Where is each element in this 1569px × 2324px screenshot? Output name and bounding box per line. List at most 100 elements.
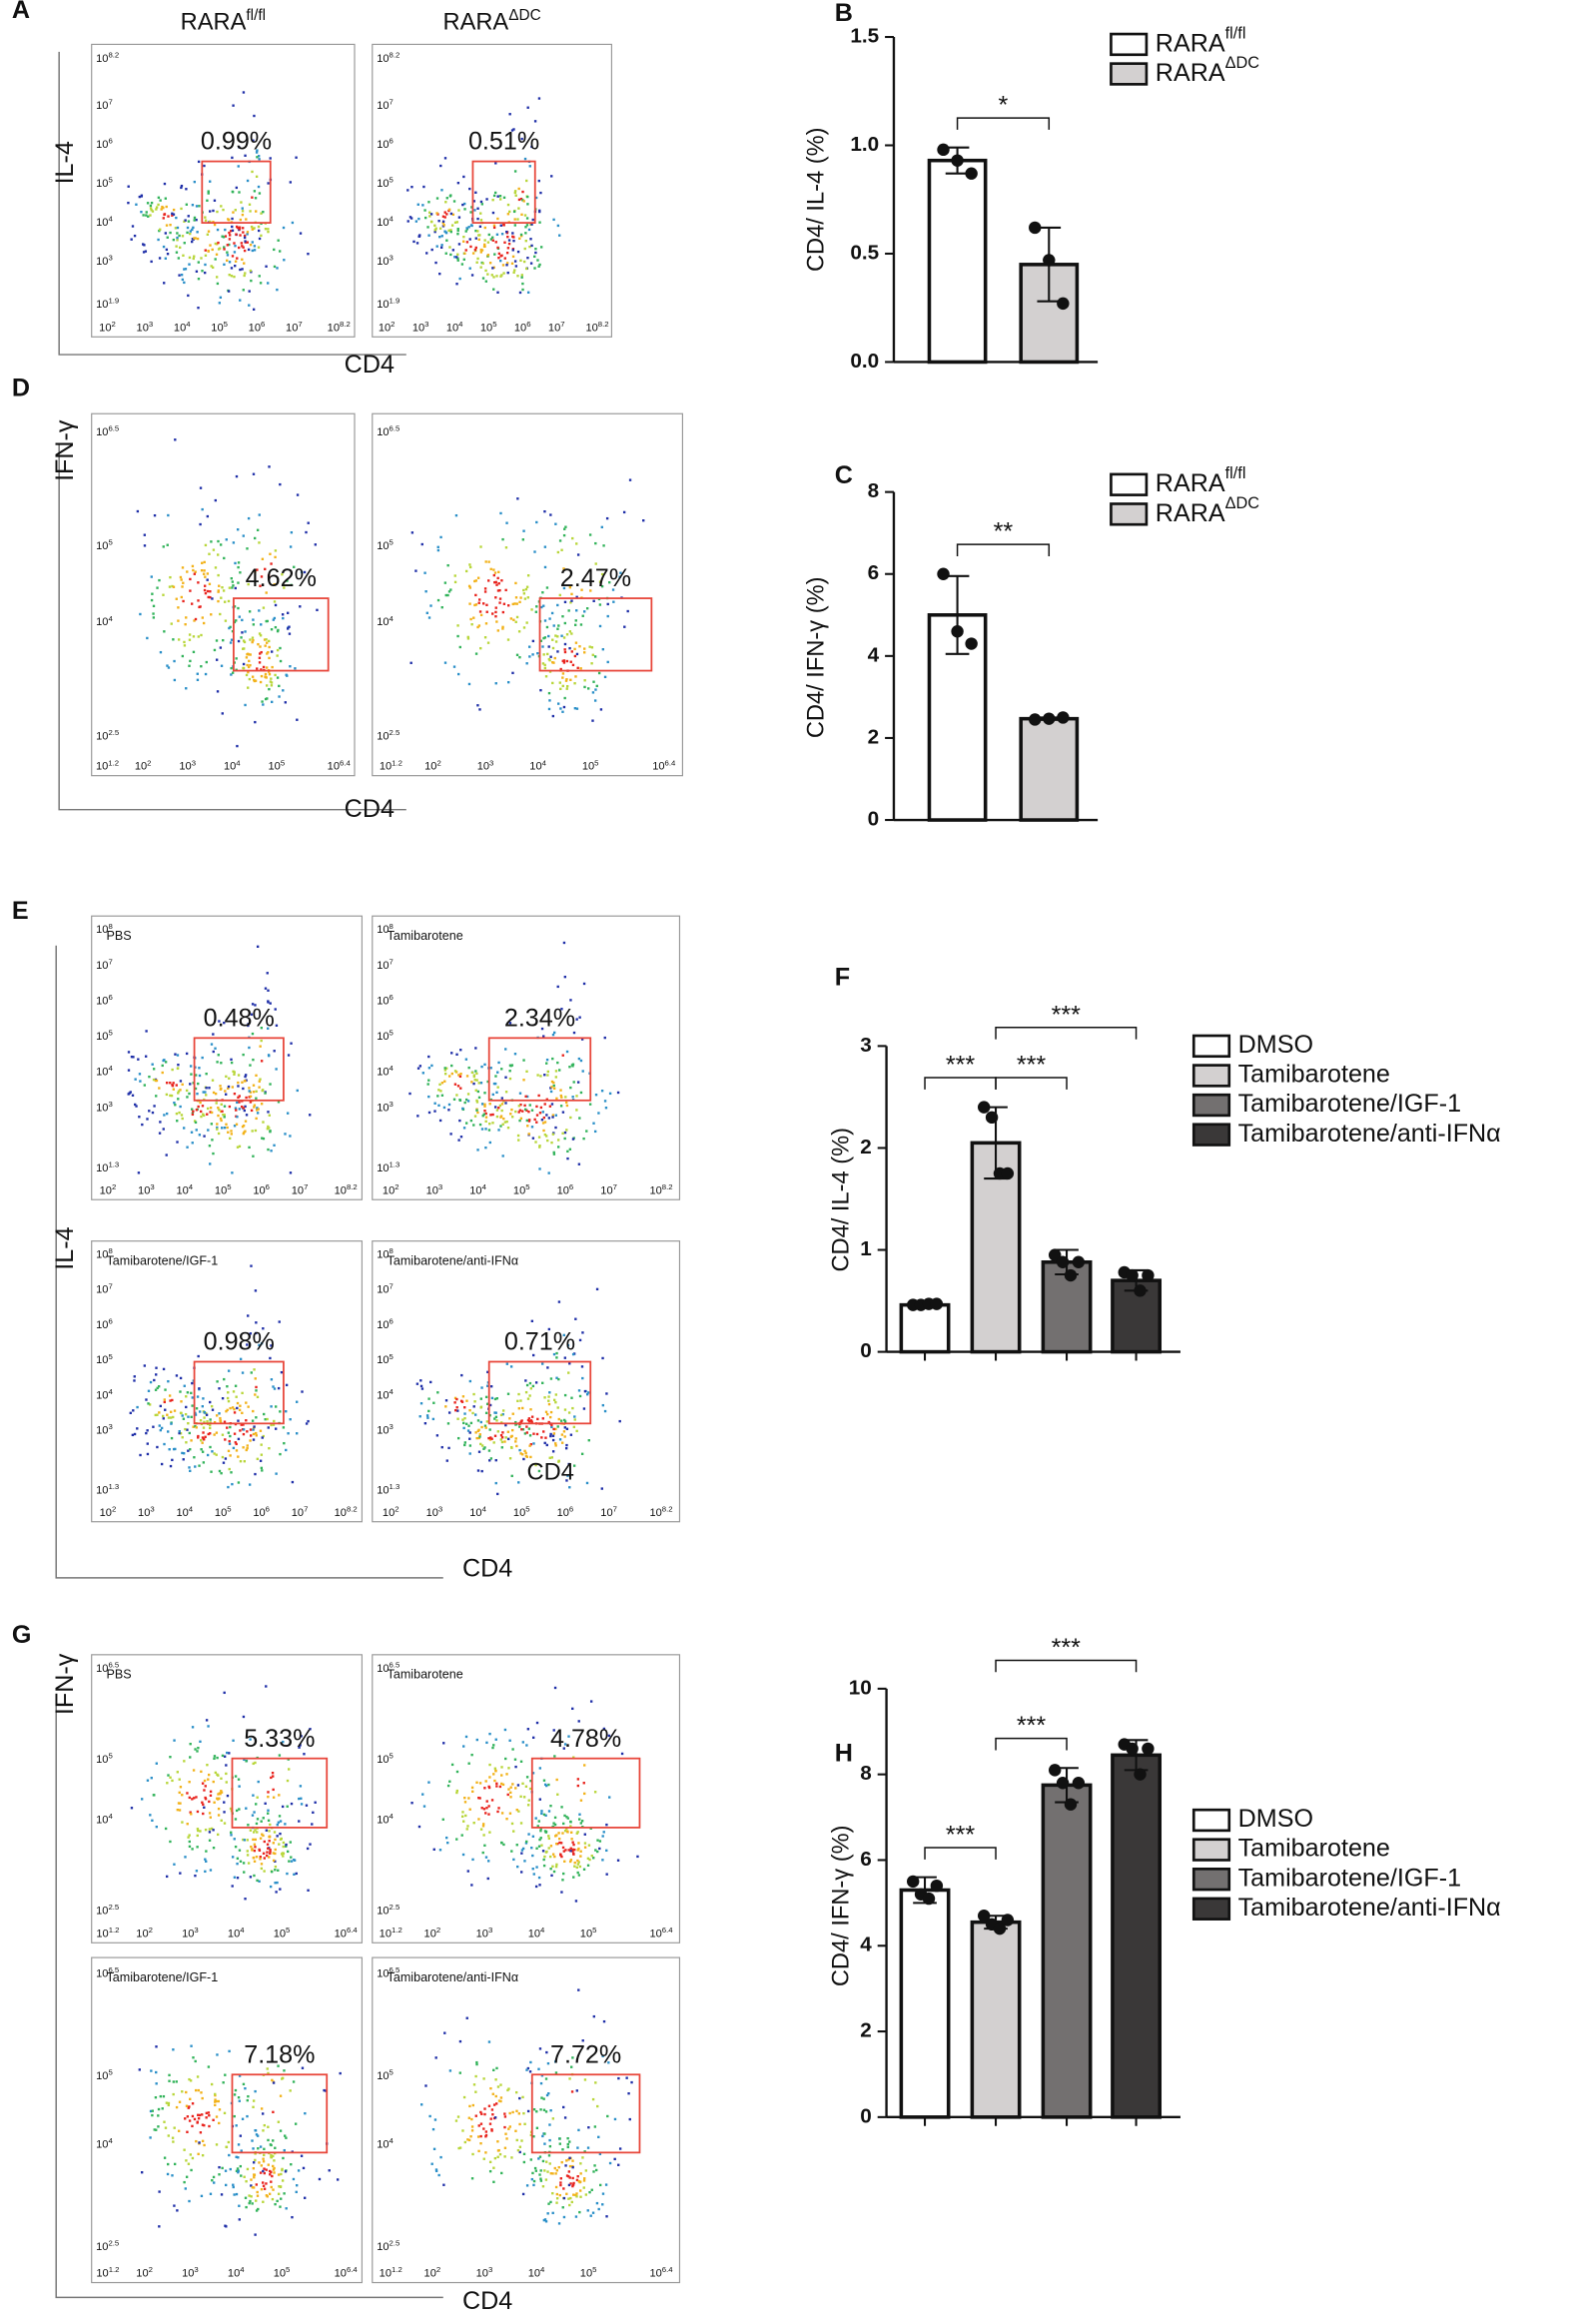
event-dot [277, 2064, 280, 2067]
event-dot [169, 1464, 173, 1468]
event-dot [522, 260, 526, 264]
event-dot [230, 1834, 233, 1837]
gate [471, 160, 536, 224]
tick-exponent: 5 [390, 1352, 393, 1361]
event-dot [150, 209, 153, 212]
event-dot [476, 217, 479, 221]
event-dot [187, 1836, 190, 1839]
event-dot [276, 648, 280, 652]
event-dot [464, 569, 468, 573]
event-dot [272, 1842, 275, 1845]
event-dot [552, 1432, 556, 1435]
event-dot [219, 1419, 222, 1422]
event-dot [544, 2178, 548, 2181]
event-dot [220, 205, 223, 208]
event-dot [237, 2095, 241, 2099]
event-dot [255, 1389, 258, 1392]
x-axis-label: CD4 [345, 795, 394, 823]
event-dot [563, 1356, 567, 1359]
event-dot [267, 1054, 271, 1057]
event-dot [563, 1435, 566, 1438]
event-dot [480, 1469, 483, 1473]
event-dot [580, 1365, 584, 1368]
event-dot [200, 665, 203, 668]
event-dot [185, 616, 188, 619]
event-dot [257, 2207, 260, 2211]
event-dot [156, 586, 159, 589]
event-dot [483, 590, 487, 593]
event-dot [252, 1428, 255, 1431]
event-dot [192, 257, 195, 261]
event-dot [600, 1487, 603, 1490]
event-dot [260, 1060, 264, 1063]
event-dot [507, 2127, 510, 2130]
tick-label: 107 [96, 957, 113, 971]
event-dot [584, 2193, 588, 2196]
event-dot [173, 2162, 177, 2166]
event-dot [185, 2175, 189, 2178]
event-dot [524, 239, 527, 243]
event-dot [489, 238, 493, 241]
tick-label: 105 [513, 1504, 530, 1518]
event-dot [131, 225, 135, 228]
tick-exponent: 5 [108, 1752, 112, 1761]
event-dot [230, 275, 234, 278]
event-dot [222, 236, 226, 239]
event-dot [498, 1785, 502, 1789]
event-dot [541, 1122, 545, 1125]
event-dot [548, 617, 551, 620]
event-dot [282, 1841, 286, 1845]
event-dot [268, 465, 271, 468]
event-dot [145, 1030, 148, 1033]
event-dot [264, 228, 268, 231]
event-dot [571, 536, 574, 540]
event-dot [169, 224, 172, 227]
event-dot [475, 2060, 478, 2064]
event-dot [558, 681, 561, 684]
tick-label: 101.2 [96, 2265, 119, 2279]
event-dot [189, 1811, 192, 1814]
event-dot [545, 1850, 548, 1854]
tick-exponent: 3 [149, 320, 153, 329]
event-dot [185, 1441, 188, 1444]
event-dot [484, 2130, 488, 2133]
event-dot [497, 2148, 500, 2152]
tick-label: 106.4 [649, 2265, 673, 2279]
event-dot [562, 2187, 565, 2190]
event-dot [152, 1425, 155, 1428]
event-dot [498, 2152, 502, 2156]
plot-label: Tamibarotene/anti-IFNα [388, 1253, 519, 1267]
event-dot [178, 1809, 182, 1812]
tick-base: 10 [286, 322, 298, 334]
event-dot [595, 1287, 599, 1291]
event-dot [256, 1831, 259, 1834]
tick-exponent: 6 [569, 1504, 573, 1513]
event-dot [267, 2125, 270, 2128]
tick-label: 106.4 [652, 758, 676, 772]
event-dot [214, 566, 218, 569]
event-dot [573, 654, 577, 658]
event-dot [203, 1135, 206, 1138]
event-dot [255, 175, 259, 179]
event-dot [562, 661, 566, 664]
event-dot [179, 575, 183, 579]
data-point [1064, 1798, 1078, 1811]
event-dot [601, 1403, 605, 1407]
event-dot [236, 257, 239, 260]
event-dot [227, 1399, 231, 1403]
event-dot [281, 573, 284, 576]
event-dot [183, 2180, 186, 2184]
data-point [977, 1910, 991, 1923]
event-dot [573, 1418, 576, 1421]
event-dot [557, 1417, 560, 1421]
event-dot [263, 1840, 266, 1844]
event-dot [140, 194, 144, 197]
event-dot [567, 1462, 570, 1466]
event-dot [237, 565, 240, 569]
event-dot [537, 265, 540, 268]
event-dot [559, 707, 562, 710]
tick-label: 103 [426, 1182, 443, 1196]
tick-base: 10 [377, 1968, 389, 1980]
event-dot [541, 1850, 545, 1853]
event-dot [551, 2117, 555, 2120]
